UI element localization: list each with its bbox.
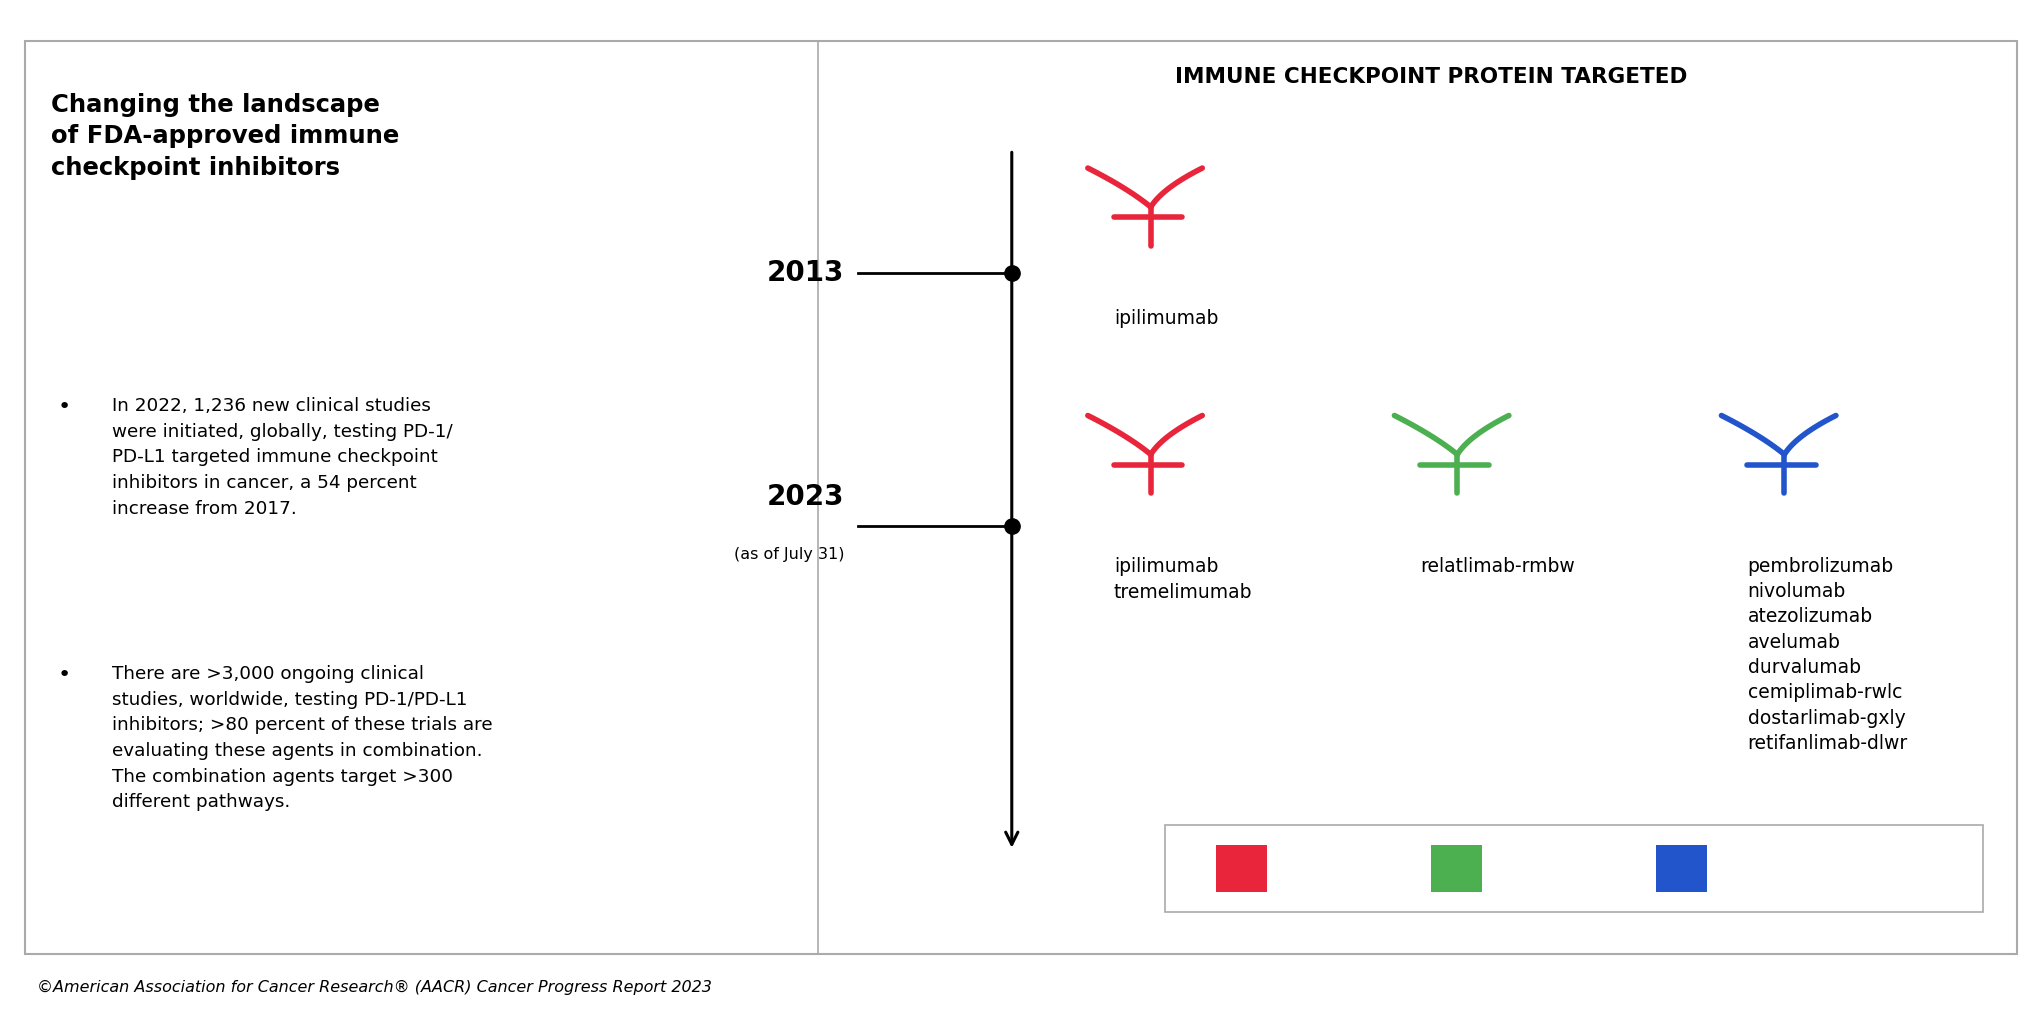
Text: ipilimumab
tremelimumab: ipilimumab tremelimumab [1114,557,1253,602]
Text: IMMUNE CHECKPOINT PROTEIN TARGETED: IMMUNE CHECKPOINT PROTEIN TARGETED [1175,67,1686,87]
Text: ipilimumab: ipilimumab [1114,309,1218,328]
Text: (as of July 31): (as of July 31) [734,547,844,562]
Text: In 2022, 1,236 new clinical studies
were initiated, globally, testing PD-1/
PD-L: In 2022, 1,236 new clinical studies were… [112,397,454,518]
Text: relatlimab-rmbw: relatlimab-rmbw [1421,557,1576,575]
Text: LAG-3: LAG-3 [1506,859,1564,878]
FancyBboxPatch shape [1656,845,1707,892]
FancyBboxPatch shape [1165,825,1983,912]
Text: •: • [57,665,69,685]
Text: 2013: 2013 [766,259,844,288]
Text: •: • [57,397,69,417]
Text: pembrolizumab
nivolumab
atezolizumab
avelumab
durvalumab
cemiplimab-rwlc
dostarl: pembrolizumab nivolumab atezolizumab ave… [1748,557,1907,753]
FancyBboxPatch shape [1431,845,1482,892]
FancyBboxPatch shape [1216,845,1267,892]
Text: CTLA-4: CTLA-4 [1292,859,1359,878]
Text: 2023: 2023 [766,483,844,511]
Text: PD1/PD-L1: PD1/PD-L1 [1731,859,1829,878]
Text: ©American Association for Cancer Research® (AACR) Cancer Progress Report 2023: ©American Association for Cancer Researc… [37,980,711,995]
FancyBboxPatch shape [25,41,2017,954]
Text: There are >3,000 ongoing clinical
studies, worldwide, testing PD-1/PD-L1
inhibit: There are >3,000 ongoing clinical studie… [112,665,493,811]
Text: Changing the landscape
of FDA-approved immune
checkpoint inhibitors: Changing the landscape of FDA-approved i… [51,93,399,180]
